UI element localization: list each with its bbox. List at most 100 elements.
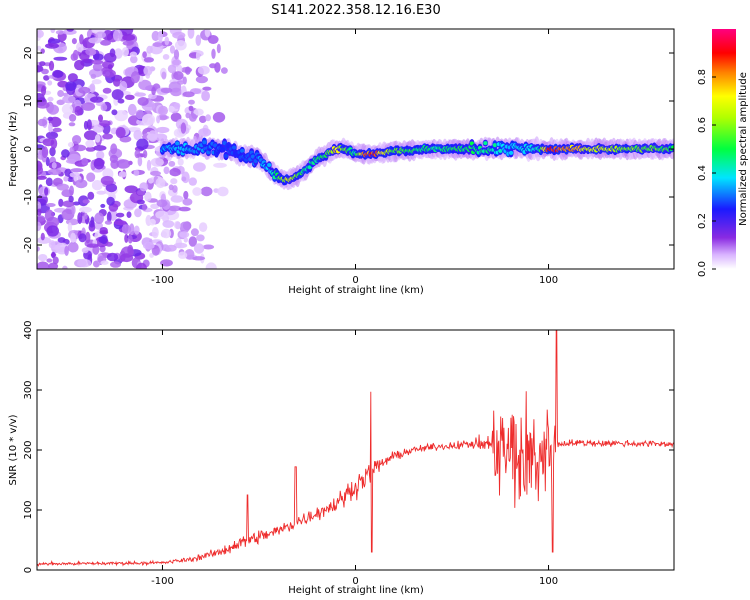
noise-blob	[184, 66, 191, 75]
noise-blob	[58, 198, 64, 207]
noise-blob	[162, 54, 170, 60]
colorbar-gradient	[712, 29, 736, 269]
noise-blob	[94, 212, 104, 225]
noise-blob	[47, 96, 54, 102]
noise-blob	[156, 115, 161, 124]
noise-blob	[62, 265, 68, 269]
noise-blob	[87, 191, 95, 200]
noise-blob	[37, 101, 50, 109]
noise-blob	[41, 146, 49, 159]
noise-blob	[151, 226, 159, 239]
noise-blob	[168, 184, 174, 191]
snr-x-tick-label: 0	[352, 576, 358, 587]
figure-title: S141.2022.358.12.16.E30	[271, 3, 440, 18]
noise-blob	[100, 175, 114, 186]
spectrogram-heatmap	[37, 29, 674, 269]
noise-blob	[119, 29, 134, 36]
spectrogram-y-tick-label: 10	[23, 95, 34, 108]
noise-blob	[163, 166, 170, 175]
noise-blob	[94, 134, 101, 143]
noise-blob	[157, 114, 168, 121]
noise-blob	[61, 103, 73, 115]
noise-blob	[88, 37, 102, 44]
snr-x-tick-label: 100	[539, 576, 558, 587]
noise-blob	[173, 71, 184, 81]
noise-blob	[91, 79, 102, 85]
noise-blob	[96, 150, 105, 160]
noise-blob	[71, 205, 76, 215]
noise-blob	[105, 183, 118, 193]
noise-blob	[103, 52, 117, 63]
noise-blob	[188, 177, 197, 186]
ridge-core	[671, 145, 674, 150]
noise-blob	[207, 35, 219, 44]
noise-blob	[181, 176, 187, 182]
noise-blob	[200, 186, 213, 197]
noise-blob	[68, 122, 76, 127]
noise-blob	[177, 158, 184, 166]
noise-blob	[61, 149, 70, 158]
noise-blob	[161, 228, 172, 239]
colorbar-label: Normalized spectral amplitude	[738, 72, 749, 226]
noise-blob	[179, 221, 190, 233]
noise-blob	[100, 103, 108, 111]
noise-blob	[45, 177, 53, 187]
noise-blob	[100, 234, 108, 245]
noise-blob	[115, 127, 126, 139]
noise-blob	[119, 80, 128, 92]
noise-blob	[143, 57, 154, 63]
noise-blob	[136, 262, 147, 269]
noise-blob	[37, 208, 42, 217]
noise-blob	[173, 49, 180, 60]
noise-blob	[195, 34, 202, 46]
noise-blob	[161, 71, 167, 80]
noise-blob	[49, 147, 56, 157]
noise-blob	[113, 220, 127, 226]
noise-blob	[193, 108, 204, 116]
noise-blob	[188, 99, 195, 105]
noise-blob	[47, 38, 61, 44]
noise-blob	[133, 129, 143, 141]
noise-blob	[121, 224, 132, 235]
noise-blob	[67, 222, 73, 233]
noise-blob	[57, 237, 66, 243]
noise-blob	[37, 164, 43, 176]
noise-blob	[105, 241, 113, 247]
noise-blob	[37, 201, 42, 211]
noise-blob	[90, 96, 104, 103]
noise-blob	[78, 86, 91, 94]
noise-blob	[116, 159, 131, 169]
snr-frame	[36, 329, 675, 571]
noise-blob	[100, 203, 106, 208]
noise-blob	[53, 56, 68, 61]
ridge-core	[240, 148, 245, 153]
noise-blob	[67, 73, 78, 83]
noise-blob	[216, 43, 221, 54]
noise-blob	[169, 168, 181, 177]
noise-blob	[160, 259, 173, 267]
snr-y-tick-label: 300	[23, 380, 34, 399]
noise-blob	[37, 261, 50, 269]
noise-blob	[90, 73, 97, 79]
noise-blob	[48, 60, 55, 71]
noise-blob	[195, 50, 201, 61]
noise-blob	[179, 231, 190, 239]
noise-blob	[182, 198, 193, 206]
noise-blob	[37, 215, 46, 222]
noise-blob	[130, 71, 140, 84]
snr-x-label: Height of straight line (km)	[288, 585, 424, 596]
noise-blob	[66, 29, 74, 32]
noise-blob	[148, 130, 158, 142]
noise-blob	[69, 114, 77, 122]
noise-blob	[187, 29, 195, 39]
noise-blob	[85, 139, 95, 148]
noise-blob	[136, 199, 145, 205]
snr-x-ticks: -100 0 100	[151, 330, 558, 587]
noise-blob	[102, 133, 113, 140]
noise-blob	[93, 157, 105, 170]
noise-blob	[129, 51, 138, 58]
noise-blob	[106, 252, 119, 262]
noise-blob	[43, 75, 50, 81]
noise-blob	[55, 30, 65, 35]
noise-blob	[221, 67, 228, 74]
